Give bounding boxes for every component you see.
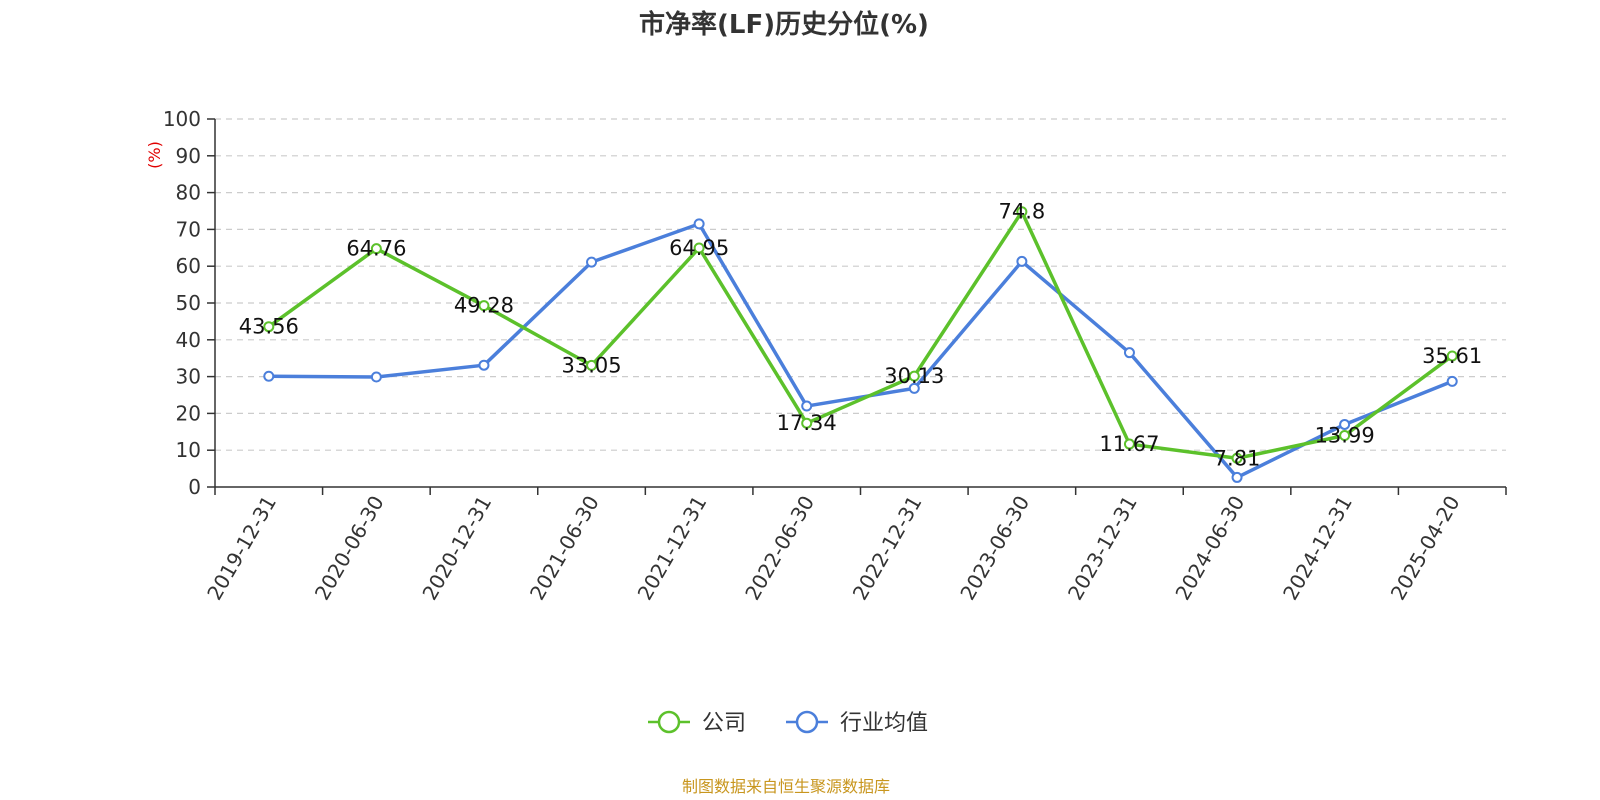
x-tick-label: 2020-12-31 xyxy=(417,492,496,605)
y-tick-label: 100 xyxy=(163,107,201,131)
data-point[interactable] xyxy=(908,370,920,382)
data-label: 64.95 xyxy=(669,236,729,260)
data-point[interactable] xyxy=(801,417,813,429)
x-tick-label: 2022-06-30 xyxy=(740,492,819,605)
x-tick-label: 2024-06-30 xyxy=(1170,492,1249,605)
data-point[interactable] xyxy=(478,359,490,371)
x-tick-label: 2019-12-31 xyxy=(202,492,281,605)
data-point[interactable] xyxy=(1446,350,1458,362)
data-point[interactable] xyxy=(586,256,598,268)
x-tick-label: 2022-12-31 xyxy=(848,492,927,605)
series-line xyxy=(267,209,1454,461)
data-point[interactable] xyxy=(1016,255,1028,267)
data-point[interactable] xyxy=(1123,438,1135,450)
x-tick-label: 2025-04-20 xyxy=(1386,492,1465,605)
data-label: 33.05 xyxy=(561,353,621,377)
data-point[interactable] xyxy=(586,359,598,371)
legend-label: 公司 xyxy=(702,711,746,736)
series-line xyxy=(268,222,1453,480)
data-point[interactable] xyxy=(263,370,275,382)
data-point[interactable] xyxy=(908,382,920,394)
series-layer xyxy=(263,206,1458,483)
y-tick-label: 90 xyxy=(176,144,201,168)
data-label: 30.13 xyxy=(884,364,944,388)
y-tick-label: 60 xyxy=(176,254,201,278)
data-point[interactable] xyxy=(801,400,813,412)
y-tick-label: 20 xyxy=(176,401,201,425)
data-point[interactable] xyxy=(693,218,705,230)
x-tick-label: 2023-12-31 xyxy=(1063,492,1142,605)
x-tick-labels: 2019-12-31 2020-06-30 2020-12-31 2021-06-30… xyxy=(202,492,1464,605)
source-note: 制图数据来自恒生聚源数据库 xyxy=(682,777,890,796)
legend[interactable]: 公司 行业均值 xyxy=(648,710,928,736)
data-label: 7.81 xyxy=(1214,446,1261,470)
y-tick-label: 70 xyxy=(176,217,201,241)
x-tick-label: 2023-06-30 xyxy=(955,492,1034,605)
chart-title: 市净率(LF)历史分位(%) xyxy=(639,9,929,40)
data-point[interactable] xyxy=(1016,206,1028,218)
x-tick-label: 2024-12-31 xyxy=(1278,492,1357,605)
data-labels: 43.56 64.76 49.28 33.05 64.95 17.34 30.13 74.8 1… xyxy=(239,200,1483,471)
data-point[interactable] xyxy=(1231,452,1243,464)
legend-item-0[interactable]: 公司 xyxy=(648,710,746,736)
y-tick-label: 10 xyxy=(176,438,201,462)
data-label: 64.76 xyxy=(346,237,406,261)
data-label: 43.56 xyxy=(239,315,299,339)
legend-symbol xyxy=(657,710,681,734)
data-label: 13.99 xyxy=(1315,424,1375,448)
data-point[interactable] xyxy=(478,300,490,312)
data-point[interactable] xyxy=(1231,471,1243,483)
y-tick-label: 0 xyxy=(188,475,201,499)
legend-symbol xyxy=(795,710,819,734)
data-point[interactable] xyxy=(693,242,705,254)
data-label: 49.28 xyxy=(454,294,514,318)
y-tick-label: 50 xyxy=(176,291,201,315)
y-tick-label: 80 xyxy=(176,181,201,205)
data-label: 35.61 xyxy=(1422,344,1482,368)
data-point[interactable] xyxy=(1123,347,1135,359)
data-point[interactable] xyxy=(1339,418,1351,430)
legend-item-1[interactable]: 行业均值 xyxy=(786,710,928,736)
y-tick-labels: 0 10 20 30 40 50 60 70 80 90 100 xyxy=(163,107,201,499)
data-point[interactable] xyxy=(263,321,275,333)
x-tick-label: 2021-06-30 xyxy=(525,492,604,605)
data-label: 17.34 xyxy=(777,411,837,435)
data-label: 74.8 xyxy=(998,200,1045,224)
y-axis-label: (%) xyxy=(145,141,164,169)
x-tick-label: 2020-06-30 xyxy=(310,492,389,605)
data-point[interactable] xyxy=(1339,430,1351,442)
y-tick-label: 30 xyxy=(176,365,201,389)
data-point[interactable] xyxy=(370,243,382,255)
x-tick-label: 2021-12-31 xyxy=(633,492,712,605)
axes xyxy=(207,118,1507,495)
data-point[interactable] xyxy=(1446,375,1458,387)
data-point[interactable] xyxy=(370,371,382,383)
series-0 xyxy=(263,206,1458,464)
series-1 xyxy=(263,218,1458,483)
legend-label: 行业均值 xyxy=(840,711,928,736)
data-label: 11.67 xyxy=(1099,432,1159,456)
y-tick-label: 40 xyxy=(176,328,201,352)
